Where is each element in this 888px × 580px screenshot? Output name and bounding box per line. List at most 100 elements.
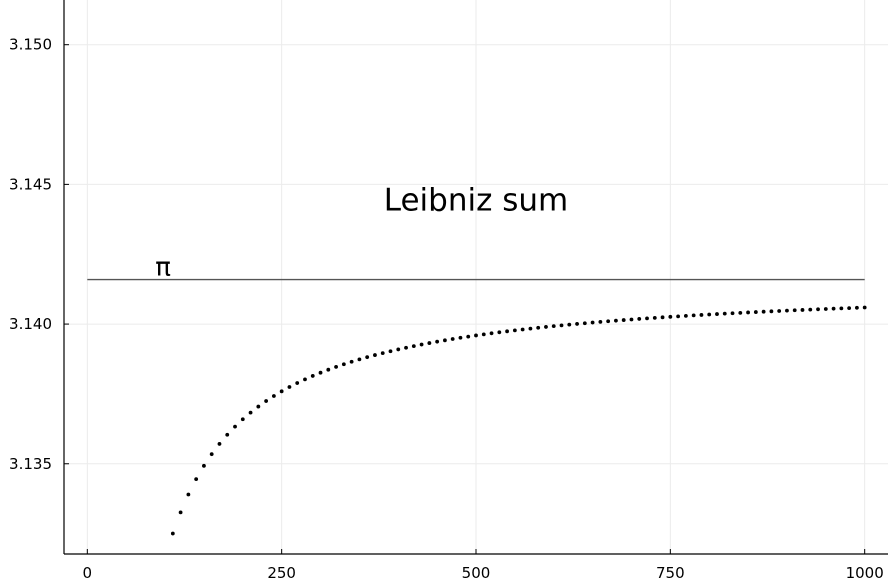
data-point bbox=[862, 305, 867, 310]
data-point bbox=[419, 342, 424, 347]
data-point bbox=[240, 417, 245, 422]
data-point bbox=[233, 424, 237, 429]
y-tick-label: 3.140 bbox=[9, 315, 52, 333]
x-tick-label: 750 bbox=[656, 564, 685, 580]
data-point bbox=[668, 314, 673, 319]
data-point bbox=[287, 385, 292, 389]
data-point bbox=[411, 344, 416, 348]
series-points bbox=[170, 305, 867, 536]
data-point bbox=[256, 404, 261, 409]
data-point bbox=[303, 377, 307, 382]
y-tick-label: 3.150 bbox=[9, 36, 52, 54]
annotation-text: Leibniz sum bbox=[384, 182, 568, 218]
pi-label: π bbox=[155, 253, 171, 283]
data-point bbox=[497, 330, 502, 335]
data-point bbox=[295, 381, 300, 385]
data-point bbox=[629, 317, 634, 322]
data-point bbox=[606, 319, 611, 324]
data-point bbox=[792, 308, 797, 313]
data-point bbox=[489, 331, 494, 336]
data-point bbox=[800, 308, 805, 312]
data-point bbox=[715, 312, 719, 316]
data-point bbox=[676, 314, 681, 319]
data-point bbox=[404, 345, 408, 350]
x-tick-label: 1000 bbox=[846, 564, 884, 580]
data-point bbox=[271, 394, 276, 398]
data-point bbox=[722, 311, 727, 316]
data-point bbox=[831, 306, 836, 311]
data-point bbox=[202, 463, 206, 468]
data-point bbox=[388, 349, 393, 354]
data-point bbox=[520, 327, 525, 332]
data-point bbox=[536, 325, 541, 330]
data-point bbox=[614, 318, 618, 323]
data-point bbox=[341, 362, 346, 367]
data-point bbox=[683, 313, 688, 318]
data-point bbox=[365, 355, 370, 360]
data-point bbox=[730, 311, 735, 316]
data-point bbox=[785, 308, 789, 313]
data-point bbox=[761, 309, 766, 314]
data-point bbox=[598, 320, 603, 324]
data-point bbox=[637, 317, 642, 321]
data-point bbox=[474, 333, 478, 338]
data-point bbox=[505, 329, 509, 334]
x-tick-label: 250 bbox=[267, 564, 296, 580]
data-point bbox=[481, 332, 486, 337]
data-point bbox=[769, 309, 774, 314]
data-point bbox=[357, 357, 362, 362]
data-point bbox=[590, 320, 595, 325]
data-point bbox=[839, 306, 844, 311]
x-tick-label: 0 bbox=[83, 564, 93, 580]
data-point bbox=[808, 307, 813, 312]
data-point bbox=[450, 337, 455, 341]
data-point bbox=[248, 410, 253, 415]
y-tick-label: 3.135 bbox=[9, 455, 52, 473]
data-point bbox=[373, 353, 377, 357]
data-point bbox=[334, 364, 338, 369]
data-point bbox=[660, 315, 665, 320]
data-point bbox=[738, 310, 743, 315]
x-tick-label: 500 bbox=[462, 564, 491, 580]
data-point bbox=[264, 399, 269, 403]
data-point bbox=[847, 306, 852, 310]
data-point bbox=[621, 318, 626, 322]
data-point bbox=[645, 316, 649, 321]
axes bbox=[63, 0, 888, 555]
annotations: π Leibniz sum bbox=[155, 182, 568, 282]
data-point bbox=[380, 351, 385, 355]
data-point bbox=[575, 322, 579, 326]
data-point bbox=[349, 359, 354, 364]
data-point bbox=[582, 321, 587, 326]
data-point bbox=[746, 310, 750, 315]
data-point bbox=[512, 328, 517, 333]
data-point bbox=[691, 313, 696, 318]
data-point bbox=[458, 335, 463, 340]
data-point bbox=[753, 310, 758, 314]
data-point bbox=[559, 323, 564, 328]
data-point bbox=[186, 492, 191, 497]
data-point bbox=[427, 341, 432, 345]
data-point bbox=[310, 374, 315, 378]
data-point bbox=[170, 531, 175, 536]
y-tick-label: 3.145 bbox=[9, 175, 52, 193]
data-point bbox=[435, 339, 440, 344]
data-point bbox=[209, 452, 214, 457]
data-point bbox=[178, 510, 183, 515]
data-point bbox=[326, 367, 331, 372]
data-point bbox=[528, 326, 533, 331]
data-point bbox=[544, 325, 548, 329]
data-point bbox=[823, 307, 828, 311]
data-point bbox=[194, 477, 199, 482]
data-point bbox=[466, 334, 471, 339]
data-point bbox=[855, 305, 859, 310]
data-point bbox=[318, 370, 323, 375]
data-point bbox=[443, 338, 447, 343]
data-point bbox=[707, 312, 712, 317]
data-point bbox=[551, 324, 556, 329]
data-point bbox=[567, 322, 572, 327]
data-point bbox=[699, 313, 704, 317]
data-point bbox=[279, 389, 284, 394]
grid bbox=[64, 0, 888, 554]
